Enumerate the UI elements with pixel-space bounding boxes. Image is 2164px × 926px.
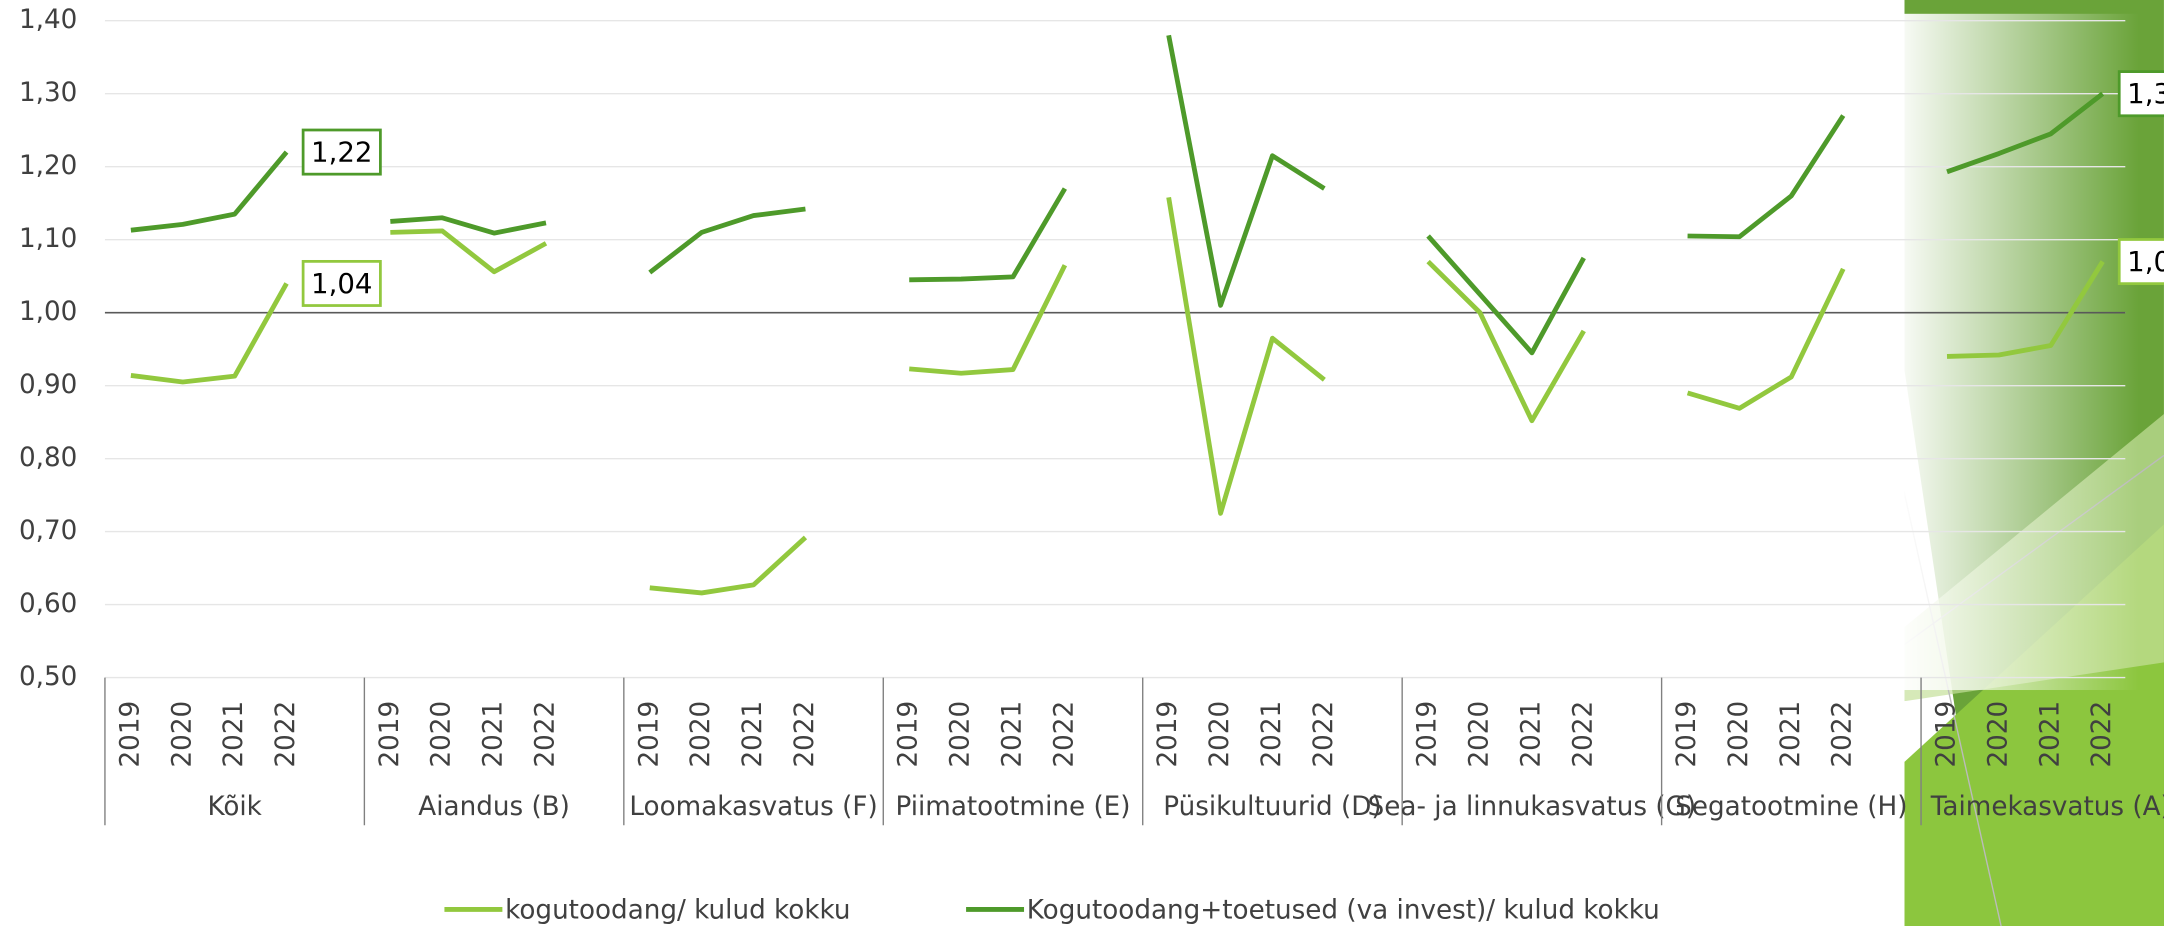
x-tick-label: 2019 <box>634 701 664 768</box>
y-tick-label: 1,40 <box>19 5 77 35</box>
y-tick-label: 1,10 <box>19 224 77 254</box>
x-tick-label: 2020 <box>1724 701 1754 768</box>
group-label: Loomakasvatus (F) <box>629 792 877 822</box>
x-tick-label: 2021 <box>1776 701 1806 768</box>
x-tick-label: 2020 <box>1983 701 2013 768</box>
data-label: 1,07 <box>2127 245 2164 278</box>
x-tick-label: 2020 <box>1465 701 1495 768</box>
group-label: Taimekasvatus (A) <box>1930 792 2164 822</box>
data-label: 1,22 <box>311 135 372 168</box>
x-tick-label: 2019 <box>1932 701 1962 768</box>
legend-label: kogutoodang/ kulud kokku <box>505 895 850 925</box>
x-tick-label: 2020 <box>1205 701 1235 768</box>
x-tick-label: 2019 <box>115 701 145 768</box>
x-tick-label: 2021 <box>479 701 509 768</box>
y-tick-label: 0,50 <box>19 662 77 692</box>
x-tick-label: 2019 <box>894 701 924 768</box>
x-tick-label: 2022 <box>1049 701 1079 768</box>
x-tick-label: 2019 <box>1153 701 1183 768</box>
y-tick-label: 1,20 <box>19 151 77 181</box>
page: {"chart_data": {"type": "line", "categor… <box>0 0 2164 926</box>
group-label: Kõik <box>207 792 262 822</box>
group-label: Piimatootmine (E) <box>896 792 1131 822</box>
x-tick-label: 2021 <box>1516 701 1546 768</box>
x-tick-label: 2022 <box>271 701 301 768</box>
group-label: Püsikultuurid (D) <box>1163 792 1381 822</box>
x-tick-label: 2022 <box>2087 701 2117 768</box>
x-tick-label: 2021 <box>997 701 1027 768</box>
x-tick-label: 2022 <box>1309 701 1339 768</box>
x-tick-label: 2022 <box>790 701 820 768</box>
x-tick-label: 2020 <box>167 701 197 768</box>
x-tick-label: 2020 <box>686 701 716 768</box>
x-tick-label: 2021 <box>1257 701 1287 768</box>
y-tick-label: 0,80 <box>19 443 77 473</box>
group-label: Segatootmine (H) <box>1675 792 1907 822</box>
data-label: 1,04 <box>311 267 372 300</box>
x-tick-label: 2021 <box>2035 701 2065 768</box>
y-tick-label: 0,70 <box>19 516 77 546</box>
data-label: 1,30 <box>2127 77 2164 110</box>
group-label: Aiandus (B) <box>418 792 570 822</box>
x-tick-label: 2019 <box>1413 701 1443 768</box>
x-tick-label: 2022 <box>1828 701 1858 768</box>
x-tick-label: 2022 <box>1568 701 1598 768</box>
x-tick-label: 2020 <box>946 701 976 768</box>
x-tick-label: 2019 <box>1672 701 1702 768</box>
legend-label: Kogutoodang+toetused (va invest)/ kulud … <box>1027 895 1660 925</box>
y-tick-label: 1,00 <box>19 297 77 327</box>
x-tick-label: 2022 <box>530 701 560 768</box>
y-tick-label: 0,60 <box>19 589 77 619</box>
group-label: Sea- ja linnukasvatus (G) <box>1368 792 1696 822</box>
x-tick-label: 2020 <box>427 701 457 768</box>
chart: 0,50 0,60 0,70 0,80 0,90 1,00 1,10 1,20 1,30 1,40… <box>0 0 2164 926</box>
x-tick-label: 2021 <box>738 701 768 768</box>
x-tick-label: 2019 <box>375 701 405 768</box>
y-tick-label: 0,90 <box>19 370 77 400</box>
x-tick-label: 2021 <box>219 701 249 768</box>
y-tick-label: 1,30 <box>19 78 77 108</box>
